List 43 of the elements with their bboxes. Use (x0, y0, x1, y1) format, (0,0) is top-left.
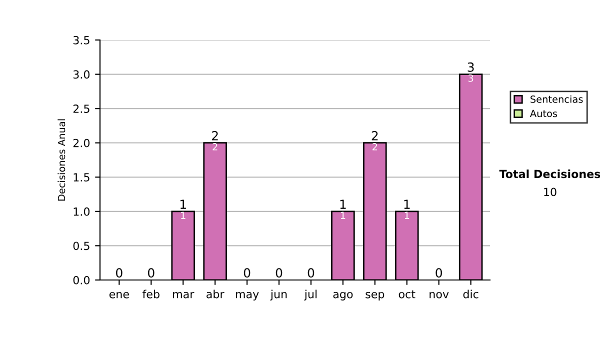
total-label: 1 (180, 200, 186, 209)
text: 2.5 (73, 104, 90, 113)
data-label: 1 (181, 212, 186, 219)
x-tick-label: ago (333, 292, 353, 300)
total-label: 1 (340, 200, 346, 209)
x-tick-label: mar (173, 292, 194, 298)
x-tick-label: jun (270, 290, 287, 300)
total-label: 0 (436, 268, 442, 278)
total-label: 0 (308, 268, 314, 278)
x-tick-label: dic (463, 290, 478, 298)
total-label: 0 (244, 268, 250, 278)
x-tick-label: sep (366, 292, 384, 300)
legend-label: Sentencias (530, 95, 583, 103)
total-label: 2 (372, 130, 378, 140)
x-tick-label: abr (206, 290, 224, 298)
text: 3.5 (73, 36, 90, 44)
total-label: 3 (468, 62, 474, 72)
x-tick-label: feb (142, 290, 160, 298)
data-label: 2 (212, 143, 218, 150)
x-tick-label: ene (109, 292, 129, 298)
text: Total Decisiones (499, 170, 600, 178)
text: 3.0 (73, 70, 90, 79)
text: 2.0 (73, 138, 90, 148)
data-label: 3 (468, 74, 474, 82)
text: 1.5 (74, 173, 90, 182)
x-tick-label: nov (430, 292, 449, 298)
total-label: 0 (116, 268, 122, 278)
text: 0.5 (73, 242, 90, 250)
data-label: 1 (404, 212, 410, 219)
x-tick-label: oct (398, 290, 416, 298)
data-label: 1 (340, 212, 346, 219)
data-label: 2 (372, 143, 378, 150)
text: 0.0 (73, 276, 90, 284)
total-label: 0 (148, 268, 154, 278)
legend-label: Autos (530, 110, 558, 118)
total-label: 1 (404, 200, 410, 209)
text: 1.0 (74, 207, 90, 216)
total-label: 0 (276, 268, 282, 278)
x-tick-label: may (236, 292, 259, 300)
text: 10 (544, 188, 556, 196)
x-tick-label: jul (304, 290, 317, 300)
y-axis-title: Decisiones Anual (58, 119, 66, 201)
total-label: 2 (212, 130, 218, 140)
